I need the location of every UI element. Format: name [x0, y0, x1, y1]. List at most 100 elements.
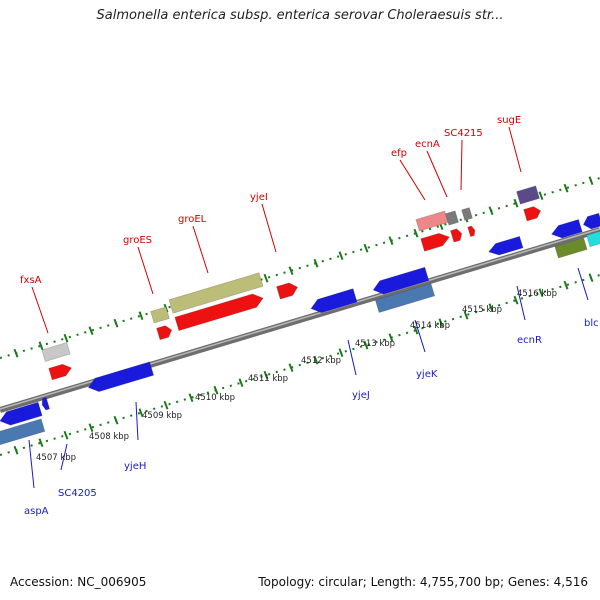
feature-blc-green	[554, 237, 588, 259]
feature-groEL	[168, 272, 264, 314]
feature-aspA-end	[41, 396, 51, 411]
scale-tick-mark	[38, 438, 44, 448]
scale-tick-mark	[413, 325, 419, 335]
backbone-line	[0, 227, 600, 413]
scale-tick-mark	[538, 191, 544, 201]
scale-tick-mark	[338, 348, 344, 358]
scale-tick-mark	[563, 183, 569, 193]
feature-blc-right	[582, 212, 600, 230]
genome-backbone	[0, 227, 600, 413]
leader-line	[135, 401, 139, 441]
feature-sugE	[516, 185, 540, 205]
feature-yjeK-upper	[372, 266, 430, 295]
feature-yjeK	[374, 282, 436, 314]
feature-groEL-arrow	[174, 293, 264, 332]
gene-label-groES: groES	[123, 235, 152, 246]
gene-label-yjeI: yjeI	[250, 192, 268, 203]
scale-tick-mark	[63, 430, 69, 440]
feature-fxsA-upstream	[41, 342, 71, 362]
leader-line	[508, 126, 522, 173]
feature-blc	[586, 230, 600, 248]
scale-tick-mark	[588, 176, 594, 186]
scale-tick-mark	[13, 348, 19, 358]
scale-tick-mark	[238, 378, 244, 388]
leader-line	[31, 286, 49, 334]
leader-line	[577, 267, 589, 301]
leader-line	[414, 319, 426, 353]
scale-tick-label: 4515 kbp	[462, 305, 502, 315]
feature-ecnA-arrow	[449, 228, 463, 243]
scale-tick-mark	[438, 318, 444, 328]
scale-tick-mark	[138, 408, 144, 418]
scale-tick-mark	[113, 318, 119, 328]
feature-efp	[415, 210, 449, 232]
scale-tick-mark	[288, 266, 294, 276]
scale-tick-mark	[538, 288, 544, 298]
feature-SC4215	[461, 207, 473, 221]
gene-label-sugE: sugE	[497, 115, 521, 126]
scale-tick-mark	[288, 363, 294, 373]
feature-groES	[150, 306, 170, 324]
leader-line	[460, 139, 463, 191]
scale-tick-mark	[213, 385, 219, 395]
scale-tick-mark	[88, 326, 94, 336]
backbone-highlight	[0, 228, 600, 410]
leader-line	[137, 246, 154, 295]
scale-tick-mark	[363, 243, 369, 253]
accession-text: Accession: NC_006905	[10, 575, 147, 589]
leader-line	[347, 339, 357, 376]
dotted-guides	[0, 176, 600, 456]
gene-label-ecnA: ecnA	[415, 139, 440, 150]
genome-summary-text: Topology: circular; Length: 4,755,700 bp…	[258, 575, 588, 589]
feature-blc-upper	[550, 218, 583, 239]
feature-sugE-arrow	[523, 206, 542, 222]
scale-tick-mark	[38, 341, 44, 351]
scale-tick-mark	[488, 206, 494, 216]
leader-line	[28, 439, 35, 489]
feature-aspA	[0, 401, 43, 426]
leader-line	[399, 159, 426, 201]
map-title: Salmonella enterica subsp. enterica sero…	[96, 8, 504, 23]
scale-tick-mark	[488, 303, 494, 313]
scale-tick-label: 4513 kbp	[355, 339, 395, 349]
leader-line	[516, 285, 526, 321]
scale-tick-mark	[388, 333, 394, 343]
scale-tick-label: 4516 kbp	[517, 289, 557, 299]
scale-tick-labels: 4507 kbp 4508 kbp 4509 kbp 4510 kbp 4511 kbp…	[36, 289, 557, 463]
leader-line	[426, 150, 448, 198]
scale-tick-mark	[113, 415, 119, 425]
gene-label-ecnR: ecnR	[517, 335, 542, 346]
scale-tick-mark	[138, 311, 144, 321]
scale-tick-label: 4509 kbp	[142, 411, 182, 421]
gene-label-yjeK: yjeK	[416, 369, 438, 380]
leader-line	[192, 225, 209, 274]
feature-SC4215-arrow	[467, 225, 476, 238]
feature-SC4205	[0, 418, 46, 446]
gene-label-blc: blc	[584, 318, 599, 329]
scale-tick-mark	[313, 258, 319, 268]
feature-groES-arrow	[156, 325, 173, 341]
upper-dotted-guide	[0, 177, 600, 359]
scale-tick-mark	[13, 445, 19, 455]
leader-line	[60, 443, 68, 471]
scale-tick-label: 4514 kbp	[410, 321, 450, 331]
gene-features	[0, 185, 600, 446]
scale-tick-mark	[88, 423, 94, 433]
lower-dotted-guide	[0, 274, 600, 456]
scale-tick-label: 4508 kbp	[89, 432, 129, 442]
feature-yjeH	[87, 361, 155, 393]
scale-tick-mark	[188, 393, 194, 403]
feature-yjeI	[276, 282, 299, 300]
scale-tick-mark	[338, 251, 344, 261]
scale-tick-mark	[463, 310, 469, 320]
leader-line	[261, 203, 277, 253]
scale-tick-mark	[63, 333, 69, 343]
gene-label-SC4205: SC4205	[58, 488, 97, 499]
gene-label-yjeH: yjeH	[124, 461, 146, 472]
gene-label-efp: efp	[391, 148, 407, 159]
scale-tick-label: 4507 kbp	[36, 453, 76, 463]
feature-efp-arrow	[420, 232, 451, 252]
gene-label-yjeJ: yjeJ	[352, 390, 370, 401]
